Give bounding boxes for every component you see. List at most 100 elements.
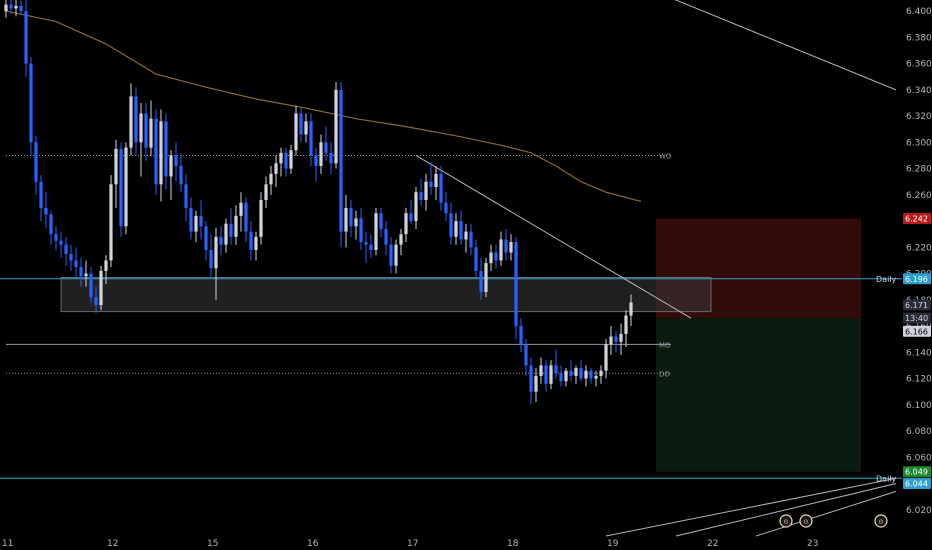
candle-body xyxy=(134,96,138,143)
event-marker-icon xyxy=(874,514,888,528)
candle xyxy=(169,150,173,201)
candle-body xyxy=(234,215,238,237)
candle xyxy=(119,142,123,237)
candle xyxy=(579,360,583,382)
candle xyxy=(399,228,403,256)
candle xyxy=(164,113,168,190)
candle-body xyxy=(224,223,228,245)
candle xyxy=(29,57,33,156)
x-tick-label: 12 xyxy=(107,539,118,549)
level-label-wo: WO xyxy=(659,152,672,160)
price-badge: 13:40 xyxy=(903,312,931,324)
event-marker-icon xyxy=(799,514,813,528)
candle xyxy=(284,147,288,177)
candle xyxy=(354,210,358,240)
candle xyxy=(54,226,58,250)
y-tick-label: 6.280 xyxy=(906,165,932,175)
x-tick-label: 18 xyxy=(507,539,519,549)
candle-body xyxy=(29,63,33,143)
candle-body xyxy=(354,218,358,227)
candle xyxy=(424,173,428,211)
price-badge-text: 6.242 xyxy=(905,214,928,223)
candle xyxy=(179,152,183,193)
y-tick-label: 6.260 xyxy=(906,191,932,201)
candle-body xyxy=(489,252,493,264)
price-badge-text: 6.049 xyxy=(905,468,928,477)
candle xyxy=(49,210,53,245)
candle xyxy=(279,147,283,177)
candle xyxy=(454,213,458,245)
candle xyxy=(4,0,8,18)
y-tick-label: 6.340 xyxy=(906,86,932,96)
candle-body xyxy=(274,163,278,174)
candle xyxy=(459,210,463,245)
trendline xyxy=(605,477,897,537)
candle-body xyxy=(464,231,468,240)
price-badge-bg xyxy=(903,466,931,478)
support-resistance-zone xyxy=(60,276,712,313)
event-marker: ⊙ xyxy=(874,514,888,528)
candle xyxy=(149,100,153,156)
candle xyxy=(409,200,413,224)
price-badge: 6.196 xyxy=(903,273,931,285)
candle xyxy=(484,257,488,298)
candle-body xyxy=(524,344,528,366)
price-badge: 6.242 xyxy=(903,212,931,224)
candle xyxy=(614,331,618,353)
candle xyxy=(529,357,533,405)
trendline xyxy=(755,490,897,537)
candle-body xyxy=(184,184,188,208)
candle xyxy=(469,223,473,256)
candle-body xyxy=(334,89,338,164)
take-profit-zone xyxy=(656,318,861,472)
candle-body xyxy=(284,152,288,169)
price-badge-text: 6.166 xyxy=(905,327,928,336)
candle xyxy=(594,370,598,387)
candle xyxy=(489,244,493,271)
candle-body xyxy=(329,152,333,164)
candle-body xyxy=(239,202,243,216)
candle-body xyxy=(269,173,273,185)
candle-body xyxy=(569,370,573,376)
y-tick-label: 6.140 xyxy=(906,348,932,358)
candle-body xyxy=(414,192,418,222)
candle-body xyxy=(629,302,633,316)
candle-body xyxy=(209,249,213,269)
candle-body xyxy=(289,150,293,169)
x-tick-label: 17 xyxy=(407,539,418,549)
candle-body xyxy=(439,173,443,203)
candle-body xyxy=(619,333,623,342)
candle xyxy=(44,192,48,228)
candle-body xyxy=(339,89,343,232)
y-tick-label: 6.400 xyxy=(906,7,932,17)
candle-body xyxy=(559,373,563,382)
y-tick-label: 6.060 xyxy=(906,453,932,463)
candle-body xyxy=(149,118,153,148)
price-badge-text: 6.196 xyxy=(905,275,928,284)
candle-body xyxy=(409,213,413,222)
candle-body xyxy=(199,215,203,227)
candle-body xyxy=(579,368,583,379)
x-tick-label: 15 xyxy=(207,539,218,549)
candle xyxy=(234,205,238,245)
candle-body xyxy=(34,142,38,182)
candle xyxy=(444,192,448,222)
candle-body xyxy=(479,270,483,292)
candle xyxy=(569,360,573,382)
candle-body xyxy=(594,375,598,379)
candle xyxy=(14,0,18,17)
candle-body xyxy=(394,244,398,266)
annotation-layer: Daily Daily WO MO DO ⊙ ⊙ ⊙ xyxy=(659,152,897,528)
candle xyxy=(204,221,208,261)
event-marker-glyph: ⊙ xyxy=(803,519,808,526)
candle xyxy=(214,227,218,300)
candle-body xyxy=(244,202,248,232)
candle xyxy=(249,221,253,261)
candle xyxy=(174,142,178,182)
candle xyxy=(434,165,438,201)
candle xyxy=(274,155,278,187)
candle xyxy=(504,228,508,261)
candle xyxy=(564,368,568,387)
candle-body xyxy=(434,173,438,187)
